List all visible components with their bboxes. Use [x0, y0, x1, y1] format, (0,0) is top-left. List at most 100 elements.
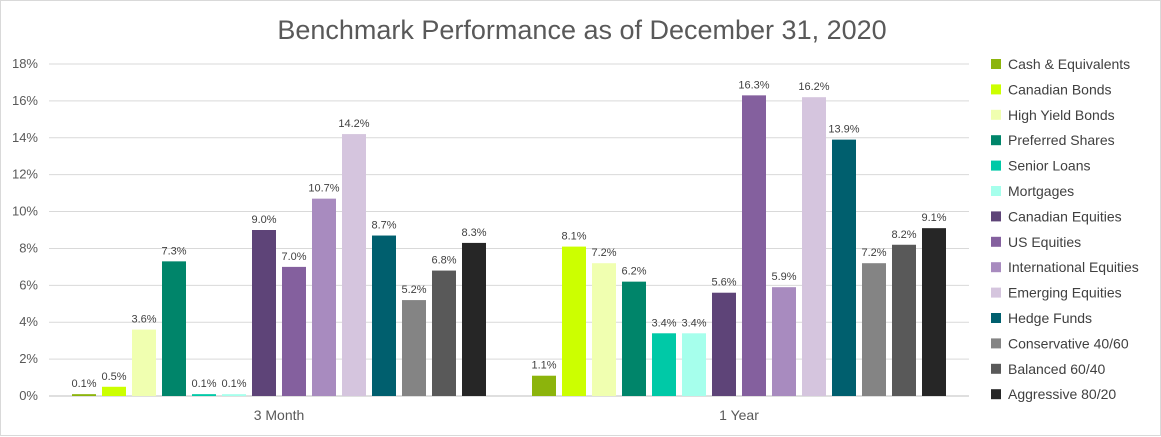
legend-item: Balanced 60/40	[991, 361, 1106, 377]
legend-item: Aggressive 80/20	[991, 386, 1116, 402]
y-tick-label: 18%	[12, 56, 38, 71]
legend-label: Conservative 40/60	[1008, 335, 1129, 351]
legend-label: Cash & Equivalents	[1008, 56, 1130, 72]
y-axis-ticks: 0% 2% 4% 6% 8% 10% 12% 14% 16% 18%	[12, 56, 38, 403]
data-label: 5.2%	[401, 284, 426, 296]
data-label: 9.0%	[251, 214, 276, 226]
data-label: 8.7%	[371, 220, 396, 232]
bar	[742, 95, 766, 396]
data-label: 6.8%	[431, 255, 456, 267]
data-label: 7.2%	[591, 247, 616, 259]
x-category-label: 3 Month	[254, 407, 305, 423]
legend-item: Canadian Bonds	[991, 81, 1112, 97]
data-label: 14.2%	[338, 118, 369, 130]
data-label: 0.1%	[191, 378, 216, 390]
legend-label: Canadian Equities	[1008, 208, 1122, 224]
bar	[652, 333, 676, 396]
bar	[402, 300, 426, 396]
legend-label: High Yield Bonds	[1008, 107, 1115, 123]
x-category-label: 1 Year	[719, 407, 759, 423]
legend-item: US Equities	[991, 234, 1081, 250]
bar	[712, 292, 736, 396]
data-label: 7.0%	[281, 251, 306, 263]
y-tick-label: 2%	[19, 351, 38, 366]
data-label: 0.1%	[71, 378, 96, 390]
data-label: 16.3%	[738, 79, 769, 91]
gridlines	[49, 63, 969, 397]
bar	[532, 375, 556, 396]
data-label: 8.3%	[461, 227, 486, 239]
legend-label: Mortgages	[1008, 183, 1074, 199]
data-label: 9.1%	[921, 212, 946, 224]
legend-swatch	[991, 262, 1001, 273]
legend-swatch	[991, 287, 1001, 298]
bar	[622, 281, 646, 396]
bar	[592, 263, 616, 396]
legend-swatch	[991, 186, 1001, 196]
legend-swatch	[991, 59, 1001, 69]
bars	[72, 95, 946, 397]
legend-label: Senior Loans	[1008, 158, 1091, 174]
data-label: 3.6%	[131, 314, 156, 326]
legend-swatch	[991, 135, 1001, 146]
legend-item: Senior Loans	[991, 158, 1091, 174]
legend-swatch	[991, 338, 1001, 349]
y-tick-label: 14%	[12, 130, 38, 145]
chart-title: Benchmark Performance as of December 31,…	[277, 15, 886, 45]
legend: Cash & Equivalents Canadian Bonds High Yie…	[991, 56, 1139, 402]
legend-item: Hedge Funds	[991, 310, 1092, 326]
bar	[342, 134, 366, 397]
data-label: 0.5%	[101, 371, 126, 383]
data-labels: 0.1% 0.5% 3.6% 7.3% 0.1% 0.1% 9.0% 7.0% 10.7% 14.…	[71, 79, 946, 390]
legend-item: Mortgages	[991, 183, 1074, 199]
bar	[802, 97, 826, 396]
bar	[562, 246, 586, 396]
bar	[222, 394, 246, 396]
bar	[832, 139, 856, 396]
data-label: 7.3%	[161, 245, 186, 257]
bar	[132, 329, 156, 396]
bar	[372, 235, 396, 396]
data-label: 8.1%	[561, 231, 586, 243]
legend-label: Preferred Shares	[1008, 132, 1115, 148]
bar	[252, 230, 276, 396]
data-label: 5.9%	[771, 271, 796, 283]
legend-item: Conservative 40/60	[991, 335, 1129, 351]
legend-swatch	[991, 236, 1001, 247]
legend-item: International Equities	[991, 259, 1139, 275]
data-label: 16.2%	[798, 81, 829, 93]
legend-label: US Equities	[1008, 234, 1081, 250]
bar	[282, 266, 306, 396]
legend-swatch	[991, 389, 1001, 400]
y-tick-label: 10%	[12, 204, 38, 219]
bar	[862, 263, 886, 396]
bar	[462, 242, 486, 396]
legend-label: International Equities	[1008, 259, 1139, 275]
legend-swatch	[991, 313, 1001, 323]
bar	[72, 394, 96, 396]
legend-label: Hedge Funds	[1008, 310, 1092, 326]
legend-item: Preferred Shares	[991, 132, 1115, 148]
y-tick-label: 6%	[19, 277, 38, 292]
legend-item: Cash & Equivalents	[991, 56, 1130, 72]
data-label: 1.1%	[531, 360, 556, 372]
data-label: 8.2%	[891, 229, 916, 241]
legend-swatch	[991, 109, 1001, 120]
bar	[892, 244, 916, 396]
bar	[192, 394, 216, 396]
data-label: 5.6%	[711, 277, 736, 289]
bar	[312, 198, 336, 396]
legend-swatch	[991, 160, 1001, 171]
bar	[682, 333, 706, 396]
y-tick-label: 8%	[19, 240, 38, 255]
y-tick-label: 0%	[19, 388, 38, 403]
data-label: 0.1%	[221, 378, 246, 390]
legend-swatch	[991, 363, 1001, 374]
data-label: 3.4%	[651, 317, 676, 329]
x-axis-categories: 3 Month 1 Year	[254, 407, 759, 423]
legend-label: Canadian Bonds	[1008, 81, 1112, 97]
legend-label: Balanced 60/40	[1008, 361, 1106, 377]
legend-swatch	[991, 211, 1001, 222]
data-label: 3.4%	[681, 317, 706, 329]
